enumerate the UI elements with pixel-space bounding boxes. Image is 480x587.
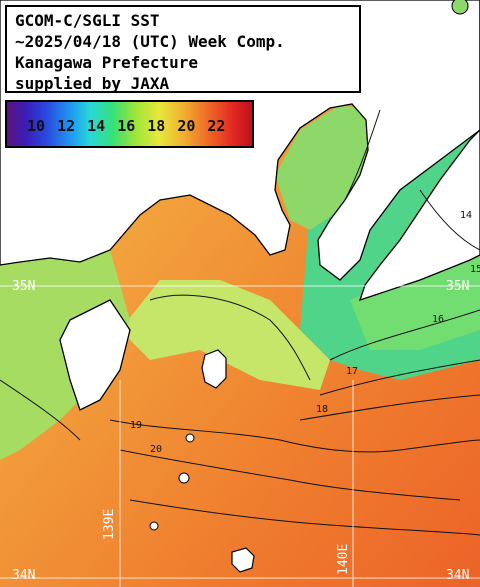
island-oshima	[201, 349, 227, 389]
lon-label-139e: 139E	[102, 508, 117, 540]
lat-label-35n-left: 35N	[12, 279, 36, 294]
contour-label-16: 16	[432, 314, 444, 325]
bay-area	[120, 280, 330, 390]
island-toshima	[231, 547, 255, 573]
legend-label-14: 14	[87, 117, 106, 135]
land-boso-peninsula	[358, 0, 480, 302]
contour-label-14: 14	[460, 210, 472, 221]
contour-label-19: 19	[130, 420, 142, 431]
legend-label-20: 20	[177, 117, 196, 135]
isotherm-contours	[0, 109, 480, 536]
island-small-3	[149, 521, 159, 531]
lat-label-34n-right: 34N	[446, 568, 470, 583]
title-line-2: ~2025/04/18 (UTC) Week Comp.	[15, 32, 285, 51]
title-line-3: Kanagawa Prefecture	[15, 53, 199, 72]
lat-label-34n-left: 34N	[12, 568, 36, 583]
contour-value-labels: 14 15 16 17 18 19 20	[130, 210, 480, 455]
lat-label-35n-right: 35N	[446, 279, 470, 294]
contour-label-20: 20	[150, 444, 162, 455]
legend-label-22: 22	[207, 117, 226, 135]
legend-color-bar	[7, 102, 252, 146]
legend-label-12: 12	[57, 117, 76, 135]
contour-label-15: 15	[470, 264, 480, 275]
legend-label-18: 18	[147, 117, 166, 135]
island-small-1	[185, 433, 195, 443]
contour-label-18: 18	[316, 404, 328, 415]
lon-label-140e: 140E	[336, 543, 351, 575]
land-izu-peninsula	[59, 299, 131, 411]
island-small-4	[451, 0, 469, 15]
legend-label-16: 16	[117, 117, 136, 135]
title-box: GCOM-C/SGLI SST ~2025/04/18 (UTC) Week C…	[5, 5, 361, 93]
title-line-4: supplied by JAXA	[15, 74, 170, 93]
lat-lon-grid	[0, 285, 480, 587]
island-small-2	[178, 472, 190, 484]
title-line-1: GCOM-C/SGLI SST	[15, 11, 160, 30]
legend-labels: 10 12 14 16 18 20 22	[27, 117, 225, 135]
contour-label-17: 17	[346, 366, 358, 377]
sst-color-legend: 10 12 14 16 18 20 22	[5, 100, 254, 148]
legend-label-10: 10	[27, 117, 46, 135]
